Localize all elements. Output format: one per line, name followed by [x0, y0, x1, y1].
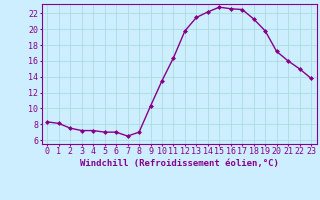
- X-axis label: Windchill (Refroidissement éolien,°C): Windchill (Refroidissement éolien,°C): [80, 159, 279, 168]
